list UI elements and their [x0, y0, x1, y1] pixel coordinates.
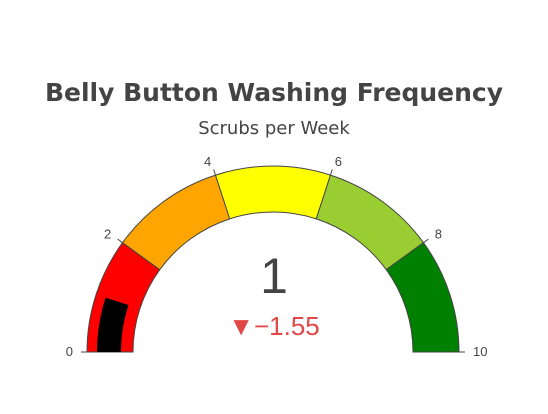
gauge-tick-label: 6: [335, 154, 342, 169]
gauge-tick-mark: [118, 239, 123, 243]
gauge-tick-label: 10: [473, 344, 487, 359]
gauge-tick-label: 2: [104, 226, 111, 241]
gauge-tick-mark: [330, 169, 332, 175]
gauge-tick-mark: [423, 239, 428, 243]
gauge-tick-label: 0: [66, 344, 73, 359]
gauge-value: 1: [174, 246, 374, 306]
gauge-tick-label: 8: [435, 226, 442, 241]
gauge-tick-mark: [214, 169, 216, 175]
gauge-delta: ▼−1.55: [174, 310, 374, 342]
gauge-tick-label: 4: [204, 154, 211, 169]
gauge-band-2: [216, 166, 331, 219]
